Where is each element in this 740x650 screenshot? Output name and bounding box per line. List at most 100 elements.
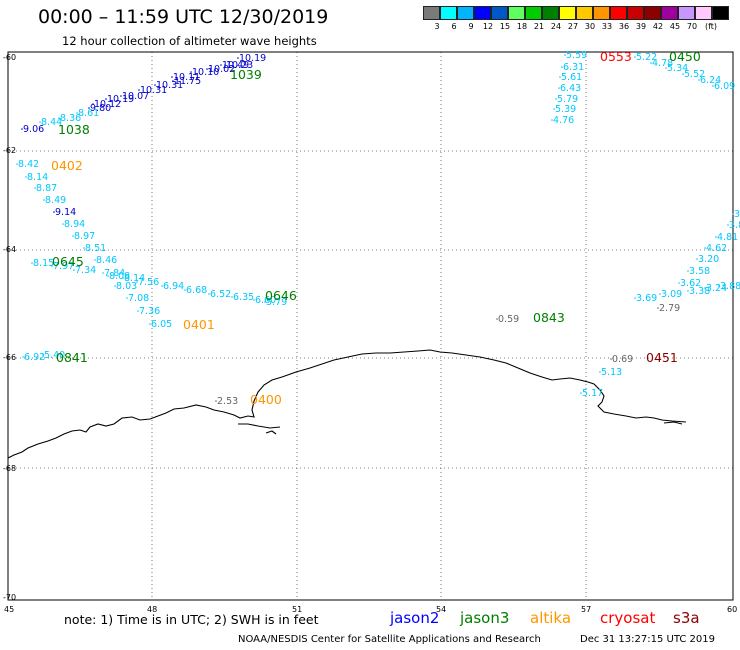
legend-label: 33	[601, 22, 613, 31]
wave-height-value: 6.68	[186, 285, 207, 296]
observation-point	[120, 95, 122, 97]
wave-height-value: 6.92	[24, 352, 45, 363]
units-note: note: 1) Time is in UTC; 2) SWH is in fe…	[64, 612, 319, 627]
wave-height-value: 5.52	[684, 69, 705, 80]
legend-label: 18	[516, 22, 528, 31]
wave-height-value: 8.94	[64, 219, 85, 230]
wave-height-value: 6.05	[151, 319, 172, 330]
pass-time-label: 1039	[230, 67, 262, 82]
observation-point	[62, 223, 64, 225]
wave-height-value: 8.46	[96, 255, 117, 266]
legend-swatch	[423, 6, 440, 20]
observation-point	[76, 112, 78, 114]
observation-point	[31, 262, 33, 264]
observation-point	[72, 235, 74, 237]
observation-point	[137, 310, 139, 312]
wave-height-value: 10.23	[226, 60, 253, 71]
observation-point	[184, 289, 186, 291]
wave-height-value: 5.34	[667, 63, 688, 74]
legend-swatch	[576, 6, 593, 20]
observation-point	[634, 56, 636, 58]
observation-point	[73, 269, 75, 271]
observation-point	[190, 71, 192, 73]
observation-point	[16, 163, 18, 165]
legend-swatch	[457, 6, 474, 20]
wave-height-value: 6.35	[233, 292, 254, 303]
observation-point	[215, 400, 217, 402]
observation-point	[715, 236, 717, 238]
wave-height-value: 0.69	[612, 354, 633, 365]
wave-height-value: 5.40	[44, 350, 65, 361]
observation-point	[171, 76, 173, 78]
lon-label: 51	[292, 605, 302, 614]
observation-point	[138, 89, 140, 91]
legend-swatch	[610, 6, 627, 20]
legend-label: 15	[499, 22, 511, 31]
observation-point	[564, 54, 566, 56]
pass-time-label: 0451	[646, 350, 678, 365]
satellite-jason3-label: jason3	[460, 609, 510, 627]
legend-unit: (ft)	[704, 22, 718, 31]
wave-height-value: 9.14	[55, 207, 76, 218]
wave-height-value: 10.02	[208, 64, 235, 75]
lat-label: -70	[3, 593, 16, 602]
legend-label: 21	[533, 22, 545, 31]
satellite-s3a-label: s3a	[673, 609, 700, 627]
wave-height-value: 4.76	[553, 115, 574, 126]
pass-time-label: 0645	[52, 254, 84, 269]
observation-point	[712, 85, 714, 87]
wave-height-value: 8.15	[33, 258, 54, 269]
observation-point	[727, 224, 729, 226]
wave-height-value: 7.56	[138, 277, 159, 288]
observation-point	[634, 297, 636, 299]
wave-height-value: 3.62	[680, 278, 701, 289]
observation-point	[599, 371, 601, 373]
map-frame	[7, 51, 734, 601]
pass-time-label: 1038	[58, 122, 90, 137]
legend-swatch	[440, 6, 457, 20]
legend-label: 45	[669, 22, 681, 31]
legend-label: 27	[567, 22, 579, 31]
page-title: 00:00 – 11:59 UTC 12/30/2019	[38, 6, 329, 28]
observation-point	[43, 199, 45, 201]
wave-height-value: 2.79	[659, 303, 680, 314]
wave-height-value: 7.36	[139, 306, 160, 317]
wave-height-value: 4.81	[717, 232, 738, 243]
wave-height-value: 6.43	[560, 83, 581, 94]
pass-time-label: 0450	[669, 49, 701, 64]
legend-label: 36	[618, 22, 630, 31]
legend-label: 12	[482, 22, 494, 31]
wave-height-value: 5.13	[601, 367, 622, 378]
wave-height-value: 10.12	[94, 99, 121, 110]
wave-height-value: 3.69	[636, 293, 657, 304]
observation-point	[659, 293, 661, 295]
observation-point	[53, 211, 55, 213]
coastline	[7, 349, 687, 459]
wave-height-value: 7.97	[53, 261, 74, 272]
observation-point	[698, 79, 700, 81]
observation-point	[122, 277, 124, 279]
observation-point	[51, 265, 53, 267]
credit-timestamp: Dec 31 13:27:15 UTC 2019	[580, 634, 715, 645]
observation-point	[704, 247, 706, 249]
observation-point	[136, 281, 138, 283]
observation-point	[553, 108, 555, 110]
observation-point	[665, 67, 667, 69]
wave-height-value: 5.39	[555, 104, 576, 115]
wave-height-value: 7.84	[104, 268, 125, 279]
lon-label: 48	[147, 605, 157, 614]
observation-point	[208, 293, 210, 295]
wave-height-value: 4.78	[652, 58, 673, 69]
lon-label: 57	[581, 605, 591, 614]
wave-height-value: 10.31	[156, 80, 183, 91]
legend-label: 9	[468, 22, 474, 31]
legend-swatch	[491, 6, 508, 20]
pass-time-label: 0841	[56, 350, 88, 365]
satellite-cryosat-label: cryosat	[600, 609, 656, 627]
pass-time-label: 0843	[533, 310, 565, 325]
observation-point	[558, 87, 560, 89]
legend-swatch	[678, 6, 695, 20]
wave-height-value: 11.75	[174, 76, 201, 87]
legend-label: 6	[451, 22, 457, 31]
credit-line: NOAA/NESDIS Center for Satellite Applica…	[238, 634, 541, 645]
